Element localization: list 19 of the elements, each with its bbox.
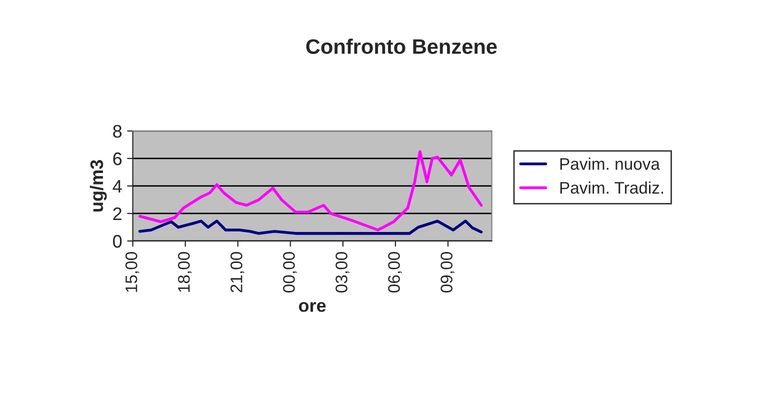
y-axis-title: ug/m3 <box>90 160 107 212</box>
legend-label: Pavim. Tradiz. <box>560 181 664 194</box>
y-tick-label: 0 <box>113 234 122 248</box>
line-series <box>138 220 483 235</box>
x-tick-label: 21,00 <box>230 252 244 292</box>
y-tick-label: 6 <box>113 152 122 166</box>
x-tick-label: 18,00 <box>178 252 192 292</box>
line-series <box>138 150 483 232</box>
y-tick-label: 8 <box>113 124 122 138</box>
x-axis-title: ore <box>298 302 326 312</box>
y-tick-label: 2 <box>113 207 122 220</box>
chart-title: Confronto Benzene <box>306 38 497 54</box>
y-tick-label: 4 <box>112 180 122 193</box>
x-tick-label: 03,00 <box>336 252 350 292</box>
x-tick-label: 15,00 <box>125 252 140 292</box>
x-tick-label: 06,00 <box>388 252 402 292</box>
x-tick-label: 09,00 <box>440 252 454 292</box>
x-tick-label: 00,00 <box>283 252 297 292</box>
legend-label: Pavim. nuova <box>560 158 660 170</box>
